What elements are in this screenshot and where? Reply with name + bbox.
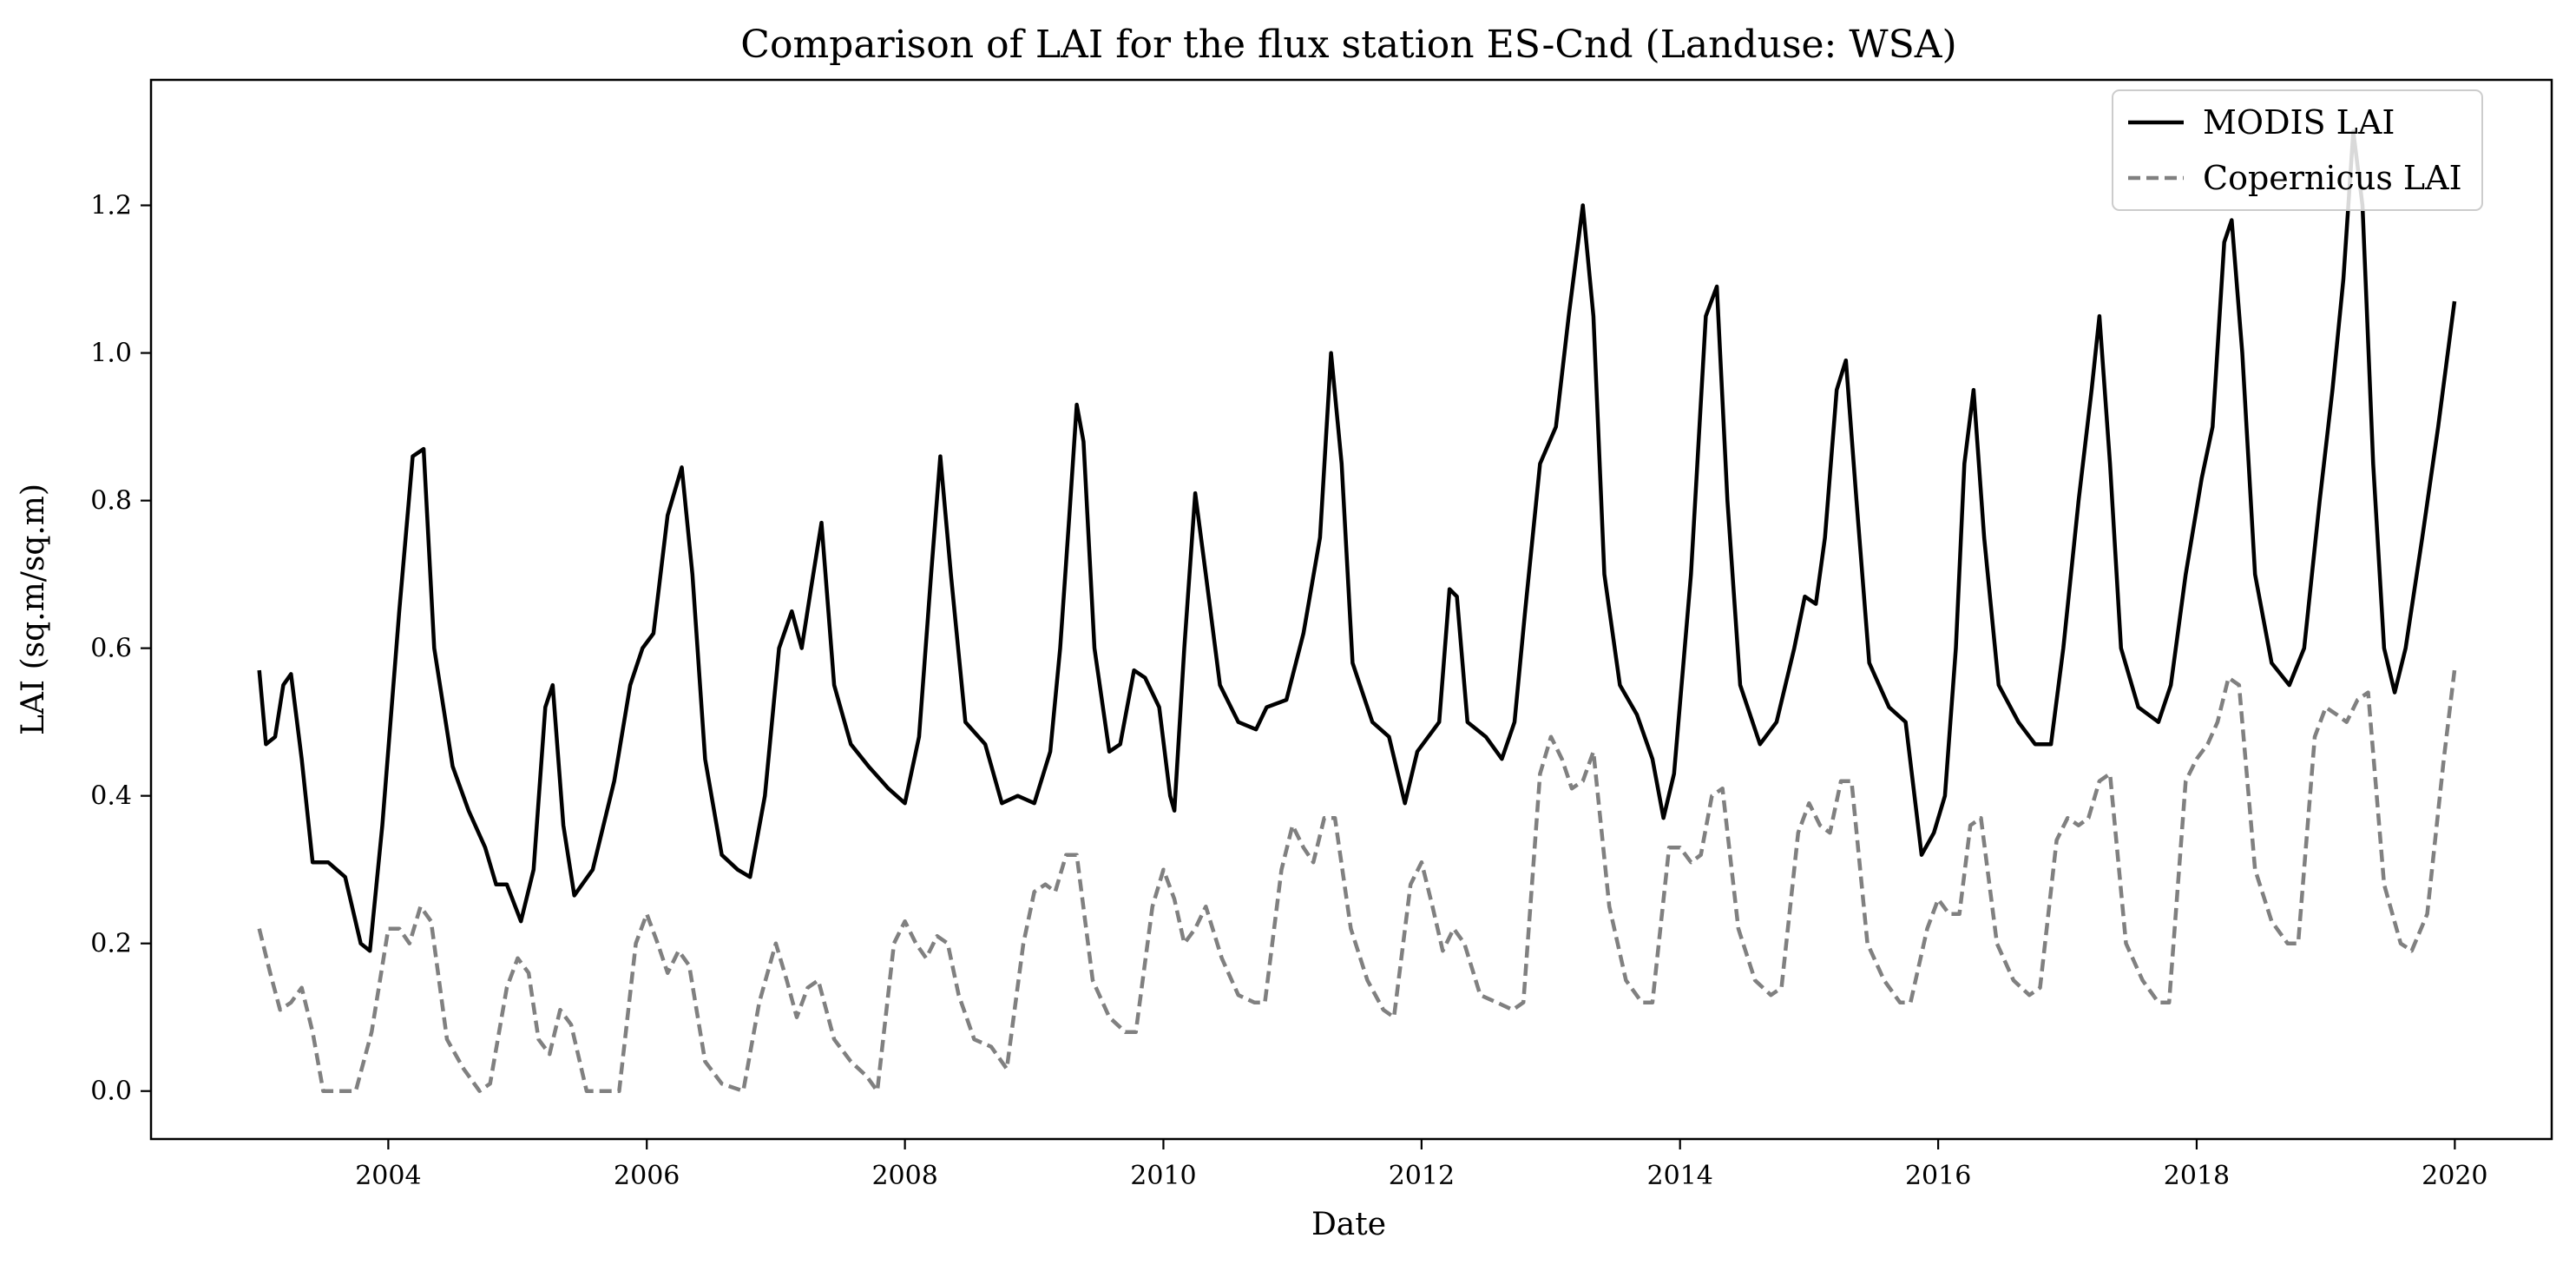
series-line-copernicus	[257, 669, 2457, 1093]
plot-frame	[149, 78, 2553, 1141]
x-tick-label: 2014	[1647, 1161, 1713, 1191]
x-tick-label: 2008	[871, 1161, 937, 1191]
y-tick-label: 0.8	[90, 486, 132, 517]
x-tick-label: 2006	[614, 1161, 680, 1191]
x-tick-label: 2010	[1130, 1161, 1196, 1191]
x-tick-label: 2016	[1905, 1161, 1971, 1191]
x-axis-label: Date	[1311, 1207, 1386, 1242]
series-line-modis	[257, 129, 2457, 953]
legend-label: MODIS LAI	[2203, 103, 2395, 142]
x-axis: 2004 2006 2008 2010 2012 2014 2016 2018 2020	[355, 1139, 2488, 1191]
y-axis: 0.0 0.2 0.4 0.6 0.8 1.0 1.2	[90, 191, 151, 1107]
plot-area	[257, 129, 2457, 1093]
y-tick-label: 0.2	[90, 929, 132, 959]
y-tick-label: 0.4	[90, 781, 132, 812]
y-tick-label: 1.0	[90, 339, 132, 369]
y-tick-label: 0.6	[90, 634, 132, 664]
legend: MODIS LAI Copernicus LAI	[2112, 89, 2483, 211]
legend-box	[2112, 89, 2483, 211]
y-tick-label: 0.0	[90, 1077, 132, 1107]
x-tick-label: 2020	[2422, 1161, 2487, 1191]
y-tick-label: 1.2	[90, 191, 132, 221]
x-tick-label: 2004	[355, 1161, 421, 1191]
y-axis-label: LAI (sq.m/sq.m)	[16, 484, 51, 735]
x-tick-label: 2018	[2164, 1161, 2230, 1191]
x-tick-label: 2012	[1389, 1161, 1455, 1191]
chart-title: Comparison of LAI for the flux station E…	[740, 23, 1956, 67]
legend-label: Copernicus LAI	[2203, 159, 2462, 197]
